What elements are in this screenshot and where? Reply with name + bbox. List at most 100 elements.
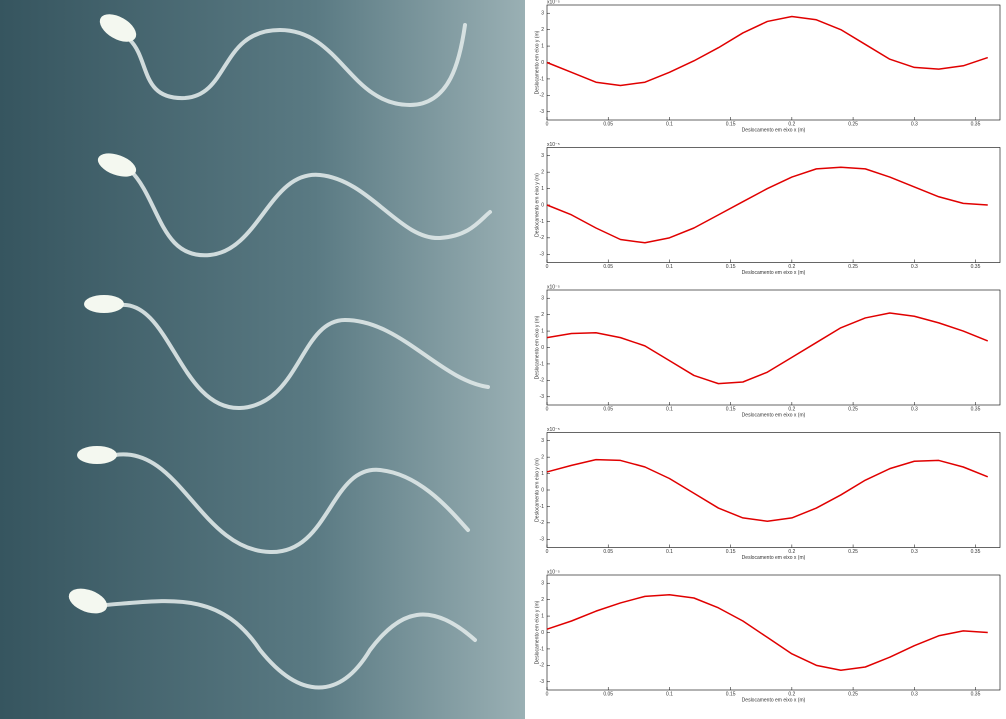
x-tick-label: 0.05 [603, 406, 613, 412]
y-tick-label: 1 [541, 43, 544, 49]
data-line [546, 15, 988, 87]
chart-panel: -3 -2 -1 0 1 2 3 0 0.05 0.1 0.15 0.2 0.25 0.3 0.35 x10⁻… [534, 0, 1001, 133]
y-multiplier: x10⁻⁵ [547, 284, 560, 290]
sperm-head [68, 588, 108, 614]
y-tick-label: 3 [541, 581, 544, 587]
y-tick-label: -3 [540, 679, 545, 685]
micrograph [0, 0, 525, 719]
x-tick-label: 0.35 [971, 264, 981, 270]
x-tick-label: 0.05 [603, 691, 613, 697]
y-tick-label: 0 [541, 60, 544, 66]
x-axis-label: Deslocamento em eixo x (m) [742, 555, 806, 561]
y-tick-label: -1 [540, 361, 545, 367]
x-tick-label: 0.35 [971, 691, 981, 697]
x-tick-label: 0.15 [726, 406, 736, 412]
chart-panel: -3 -2 -1 0 1 2 3 0 0.05 0.1 0.15 0.2 0.25 0.3 0.35 x10⁻… [534, 284, 1001, 418]
x-tick-label: 0.2 [788, 406, 795, 412]
y-tick-label: 2 [541, 169, 544, 175]
y-tick-label: 1 [541, 328, 544, 334]
y-tick-label: 1 [541, 471, 544, 477]
x-tick-label: 0.25 [848, 691, 858, 697]
x-tick-label: 0.2 [788, 691, 795, 697]
y-tick-label: 2 [541, 312, 544, 318]
photo-background [0, 0, 525, 719]
y-tick-label: 3 [541, 11, 544, 17]
y-multiplier: x10⁻⁵ [547, 142, 560, 148]
chart-panel: -3 -2 -1 0 1 2 3 0 0.05 0.1 0.15 0.2 0.25 0.3 0.35 x10⁻… [534, 142, 1001, 276]
x-tick-label: 0.25 [848, 549, 858, 555]
plot-frame [546, 4, 1001, 121]
data-line [546, 593, 988, 672]
x-tick-label: 0 [546, 264, 549, 270]
y-tick-label: 2 [541, 454, 544, 460]
y-tick-label: -2 [540, 93, 545, 99]
x-axis-label: Deslocamento em eixo x (m) [742, 412, 806, 418]
y-tick-label: 0 [541, 630, 544, 636]
x-tick-label: 0.2 [788, 549, 795, 555]
y-tick-label: -3 [540, 252, 545, 258]
sperm-head [77, 446, 117, 464]
y-tick-label: -2 [540, 520, 545, 526]
x-tick-label: 0.15 [726, 691, 736, 697]
data-line [546, 166, 988, 244]
data-line [546, 458, 989, 522]
x-tick-label: 0.05 [603, 121, 613, 127]
plot-frame [546, 147, 1001, 263]
y-tick-label: -2 [540, 235, 545, 241]
x-axis-label: Deslocamento em eixo x (m) [742, 127, 806, 133]
y-tick-label: -3 [540, 109, 545, 115]
y-tick-label: -2 [540, 378, 545, 384]
x-tick-label: 0.35 [971, 406, 981, 412]
x-tick-label: 0.1 [666, 691, 673, 697]
x-tick-label: 0.25 [848, 264, 858, 270]
y-tick-label: 0 [541, 202, 544, 208]
x-tick-label: 0.25 [848, 121, 858, 127]
x-tick-label: 0.1 [666, 406, 673, 412]
y-tick-label: 1 [541, 613, 544, 619]
y-tick-label: -1 [540, 646, 545, 652]
x-tick-label: 0.05 [603, 264, 613, 270]
y-axis-label: Deslocamento em eixo y (m) [534, 173, 540, 237]
x-tick-label: 0.05 [603, 549, 613, 555]
y-tick-label: 1 [541, 186, 544, 192]
sperm-head [99, 14, 137, 42]
x-tick-label: 0.3 [911, 406, 918, 412]
x-tick-label: 0.3 [911, 264, 918, 270]
y-axis-label: Deslocamento em eixo y (m) [534, 458, 540, 522]
x-tick-label: 0 [546, 691, 549, 697]
x-tick-label: 0.2 [788, 264, 795, 270]
x-tick-label: 0 [546, 121, 549, 127]
x-tick-label: 0.1 [666, 121, 673, 127]
y-tick-label: 3 [541, 438, 544, 444]
sperm-head [84, 295, 124, 313]
chart-panel: -3 -2 -1 0 1 2 3 0 0.05 0.1 0.15 0.2 0.25 0.3 0.35 x10⁻… [534, 427, 1001, 561]
x-tick-label: 0.15 [726, 121, 736, 127]
x-tick-label: 0.2 [788, 121, 795, 127]
plot-frame [546, 574, 1001, 691]
y-tick-label: 0 [541, 345, 544, 351]
y-tick-label: -3 [540, 394, 545, 400]
y-multiplier: x10⁻⁵ [547, 427, 560, 433]
x-tick-label: 0.3 [911, 691, 918, 697]
y-tick-label: -1 [540, 76, 545, 82]
chart-panel: -3 -2 -1 0 1 2 3 0 0.05 0.1 0.15 0.2 0.25 0.3 0.35 x10⁻… [534, 569, 1001, 703]
flagellum [113, 452, 470, 555]
y-tick-label: -2 [540, 663, 545, 669]
y-axis-label: Deslocamento em eixo y (m) [534, 30, 540, 94]
flagellum [118, 302, 490, 411]
y-tick-label: -3 [540, 537, 545, 543]
y-tick-label: 0 [541, 487, 544, 493]
y-axis-label: Deslocamento em eixo y (m) [534, 315, 540, 379]
x-tick-label: 0.15 [726, 264, 736, 270]
data-line [546, 312, 989, 385]
x-tick-label: 0 [546, 549, 549, 555]
x-tick-label: 0 [546, 406, 549, 412]
x-tick-label: 0.1 [666, 264, 673, 270]
x-axis-label: Deslocamento em eixo x (m) [742, 697, 806, 703]
x-axis-label: Deslocamento em eixo x (m) [742, 270, 806, 276]
y-tick-label: -1 [540, 504, 545, 510]
y-multiplier: x10⁻⁵ [547, 569, 560, 575]
flagellum [103, 599, 477, 690]
